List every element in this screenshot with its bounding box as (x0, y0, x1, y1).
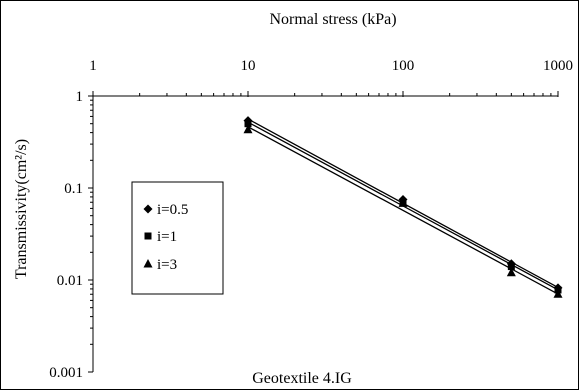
legend-label: i=3 (157, 257, 177, 273)
y-tick-label: 1 (76, 89, 84, 105)
x-tick-label: 1 (89, 58, 97, 74)
legend-label: i=0.5 (157, 202, 188, 218)
legend: i=0.5 i=1 i=3 (131, 181, 224, 295)
data-point-square (244, 120, 252, 128)
data-point-triangle (398, 198, 408, 207)
data-point-triangle (506, 267, 516, 277)
y-tick-label: 0.1 (64, 181, 83, 197)
y-tick-label: 0.001 (49, 365, 83, 381)
legend-label: i=1 (157, 229, 177, 245)
x-tick-label: 1000 (543, 58, 573, 74)
legend-marker-diamond (143, 204, 153, 214)
x-tick-label: 100 (392, 58, 415, 74)
data-point-square (507, 263, 515, 271)
x-axis-title: Normal stress (kPa) (269, 11, 396, 28)
x-tick-label: 10 (241, 58, 256, 74)
trend-line-triangle (247, 126, 559, 295)
chart-annotation: Geotextile 4.IG (252, 370, 352, 387)
legend-marker-triangle (143, 259, 153, 268)
series-points (243, 116, 563, 298)
axes: 1 10 100 1000 1 0.1 0.01 0.001 (49, 58, 573, 381)
data-point-triangle (553, 289, 563, 298)
legend-marker-square (144, 232, 152, 240)
y-axis-title: Transmissivity(cm²/s) (13, 139, 30, 279)
y-tick-label: 0.01 (57, 273, 83, 289)
data-point-triangle (243, 124, 253, 134)
